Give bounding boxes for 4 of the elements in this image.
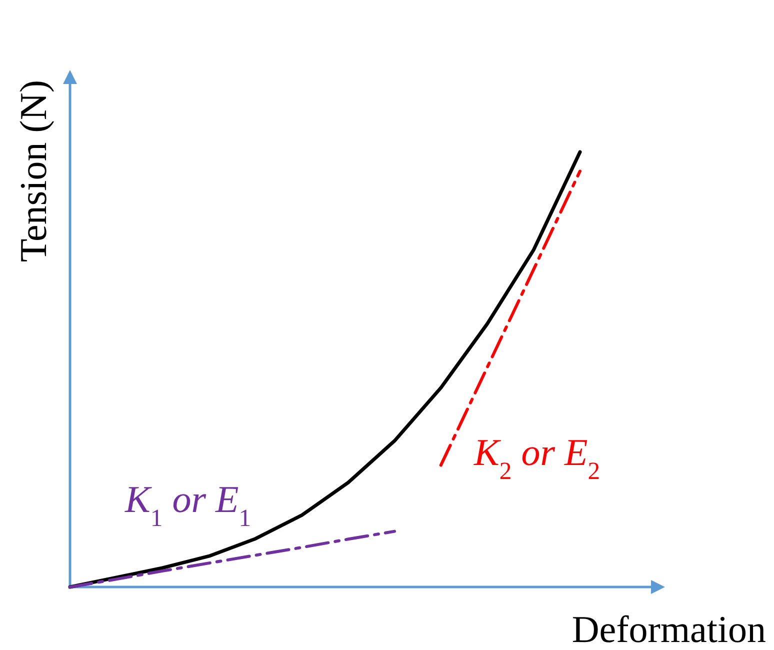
x-axis-title: Deformation xyxy=(572,609,766,650)
y-axis-title: Tension (N) xyxy=(13,80,55,262)
annotation: K$_{1}$ or E$_{1}$ xyxy=(124,479,252,532)
annotation: K$_{2}$ or E$_{2}$ xyxy=(473,432,600,484)
